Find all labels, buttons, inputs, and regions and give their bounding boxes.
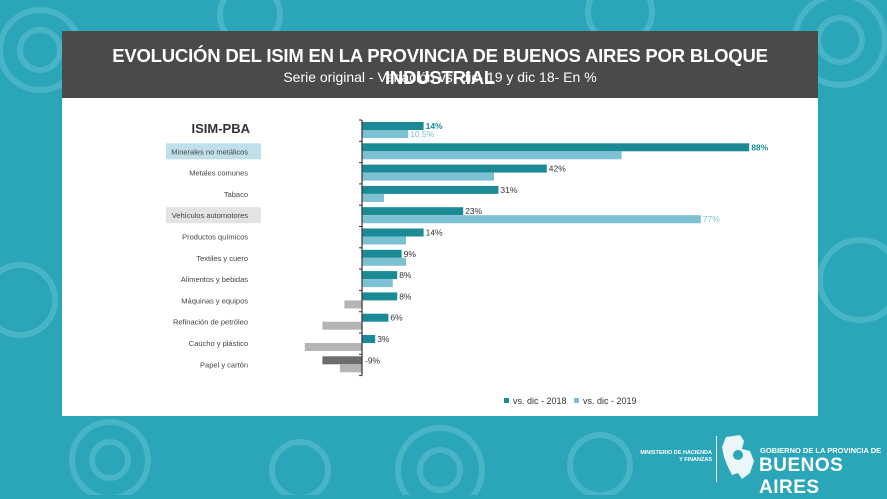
data-label-2018: 42% — [549, 164, 566, 174]
bar-2018 — [362, 207, 464, 216]
category-label: Vehículos automotores — [172, 211, 249, 220]
data-label-2018: 88% — [751, 142, 768, 152]
category-label: ISIM-PBA — [192, 121, 251, 136]
buenos-aires-label: BUENOS AIRES — [759, 455, 844, 498]
bar-2019 — [362, 215, 701, 224]
bar-2019 — [362, 130, 409, 138]
category-label: Tabaco — [224, 190, 248, 199]
bar-2018 — [362, 313, 389, 322]
bar-2018 — [362, 335, 376, 343]
data-label-2018: 9% — [404, 249, 417, 259]
bar-2019 — [340, 364, 362, 373]
bar-2018 — [362, 143, 750, 152]
category-label: Refinación de petróleo — [173, 318, 248, 327]
category-label: Caucho y plástico — [189, 339, 248, 348]
bar-2019 — [362, 193, 384, 202]
legend-label-2019: vs. dic - 2019 — [583, 396, 637, 406]
category-label: Textiles y cuero — [196, 254, 248, 263]
bar-2018 — [322, 356, 362, 365]
bar-2019 — [362, 172, 494, 181]
data-label-2018: 14% — [426, 228, 443, 238]
chart-subtitle: Serie original - Variación vs. dic- 19 y… — [283, 69, 597, 85]
data-label-2018: 14% — [426, 121, 443, 131]
category-label: Metales comunes — [189, 169, 248, 178]
category-highlight — [166, 207, 261, 224]
data-label-2018: 3% — [377, 334, 390, 344]
bar-2019 — [344, 300, 362, 309]
data-label-2018: 31% — [500, 185, 517, 195]
bar-chart: ISIM-PBA 14%10,5%Minerales no metálicos 88… — [166, 119, 769, 406]
chart-header: EVOLUCIÓN DEL ISIM EN LA PROVINCIA DE BU… — [62, 31, 818, 98]
category-label: Alimentos y bebidas — [181, 275, 248, 284]
bar-2018 — [362, 249, 402, 258]
bar-2019 — [362, 236, 406, 245]
bar-2018 — [362, 122, 424, 130]
bar-2019 — [304, 343, 362, 351]
chart-title: EVOLUCIÓN DEL ISIM EN LA PROVINCIA DE BU… — [112, 45, 768, 88]
category-highlight — [166, 143, 261, 160]
legend-swatch-2018 — [504, 398, 509, 403]
province-map-logo — [722, 435, 754, 479]
ministerio-label: MINISTERIO DE HACIENDA Y FINANZAS — [640, 450, 712, 463]
data-label-2018: 6% — [390, 313, 403, 323]
bar-2019 — [362, 151, 622, 160]
bar-2019 — [362, 257, 406, 266]
category-label: Papel y cartón — [200, 360, 248, 369]
legend-swatch-2019 — [574, 398, 579, 403]
data-label-2018: 23% — [465, 206, 482, 216]
gobierno-label: GOBIERNO DE LA PROVINCIA DE — [760, 446, 882, 455]
bar-2019 — [362, 279, 393, 288]
bar-2018 — [362, 228, 424, 237]
data-label-2018: 8% — [399, 270, 412, 280]
chart-panel: ISIM-PBA 14% 10,5% Minerales no metálicos 88… — [62, 98, 818, 416]
bar-2019 — [322, 321, 362, 330]
data-label-2018: 8% — [399, 291, 412, 301]
legend-label-2018: vs. dic - 2018 — [513, 396, 567, 406]
category-label: Minerales no metálicos — [171, 147, 248, 156]
category-label: Productos químicos — [182, 233, 248, 242]
data-label-2019: 77% — [703, 214, 720, 224]
data-label-2019: 10,5% — [410, 129, 435, 139]
bar-2018 — [362, 271, 398, 280]
data-label-2018: -9% — [365, 355, 381, 365]
bar-2018 — [362, 185, 499, 194]
bar-2018 — [362, 164, 547, 173]
footer-divider — [716, 436, 717, 482]
category-label: Máquinas y equipos — [181, 296, 248, 305]
bar-2018 — [362, 292, 398, 301]
